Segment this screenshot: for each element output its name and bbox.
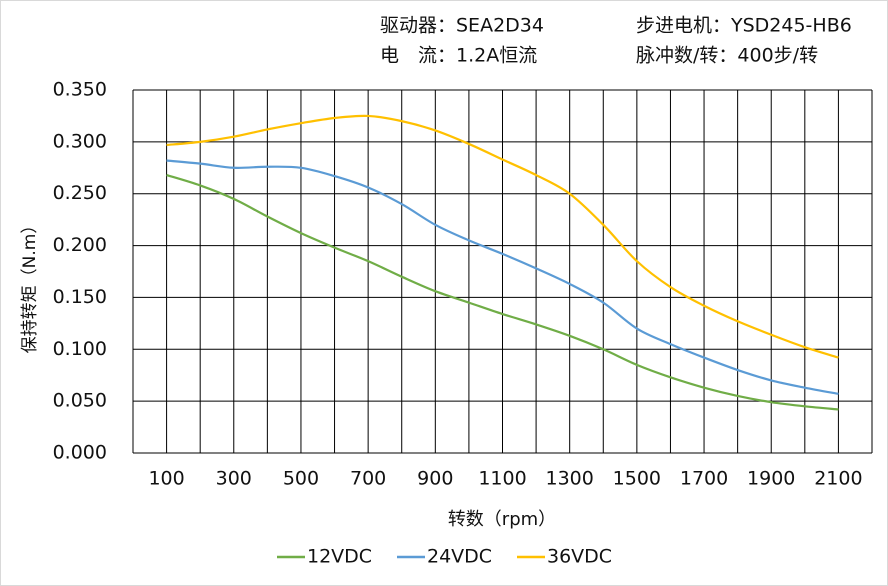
x-tick-label: 500 — [283, 468, 319, 490]
y-tick-label: 0.100 — [53, 338, 107, 360]
x-tick-label: 700 — [350, 468, 386, 490]
info-text: 脉冲数/转：400步/转 — [636, 45, 818, 67]
x-tick-label: 1900 — [747, 468, 795, 490]
y-tick-label: 0.250 — [53, 182, 107, 204]
y-tick-label: 0.050 — [53, 390, 107, 412]
x-tick-label: 900 — [417, 468, 453, 490]
y-tick-label: 0.300 — [53, 130, 107, 152]
y-tick-label: 0.350 — [53, 79, 107, 101]
legend-label: 12VDC — [307, 546, 372, 568]
y-tick-label: 0.150 — [53, 286, 107, 308]
y-tick-label: 0.000 — [53, 442, 107, 464]
info-text: 驱动器：SEA2D34 — [380, 15, 544, 37]
x-tick-label: 100 — [148, 468, 184, 490]
x-tick-label: 1300 — [546, 468, 594, 490]
x-tick-label: 2100 — [814, 468, 862, 490]
series-line — [166, 159, 839, 395]
info-text: 电 流：1.2A恒流 — [380, 45, 537, 67]
x-tick-label: 1100 — [478, 468, 526, 490]
info-text: 步进电机：YSD245-HB6 — [636, 15, 852, 37]
x-axis-label: 转数（rpm） — [448, 509, 556, 530]
y-tick-label: 0.200 — [53, 234, 107, 256]
legend-label: 24VDC — [427, 546, 492, 568]
x-tick-label: 1700 — [680, 468, 728, 490]
x-tick-label: 1500 — [613, 468, 661, 490]
legend-label: 36VDC — [547, 546, 612, 568]
y-axis-label: 保持转矩（N.m） — [20, 217, 40, 354]
x-tick-label: 300 — [216, 468, 252, 490]
series-line — [166, 173, 839, 411]
series-line — [166, 114, 839, 359]
